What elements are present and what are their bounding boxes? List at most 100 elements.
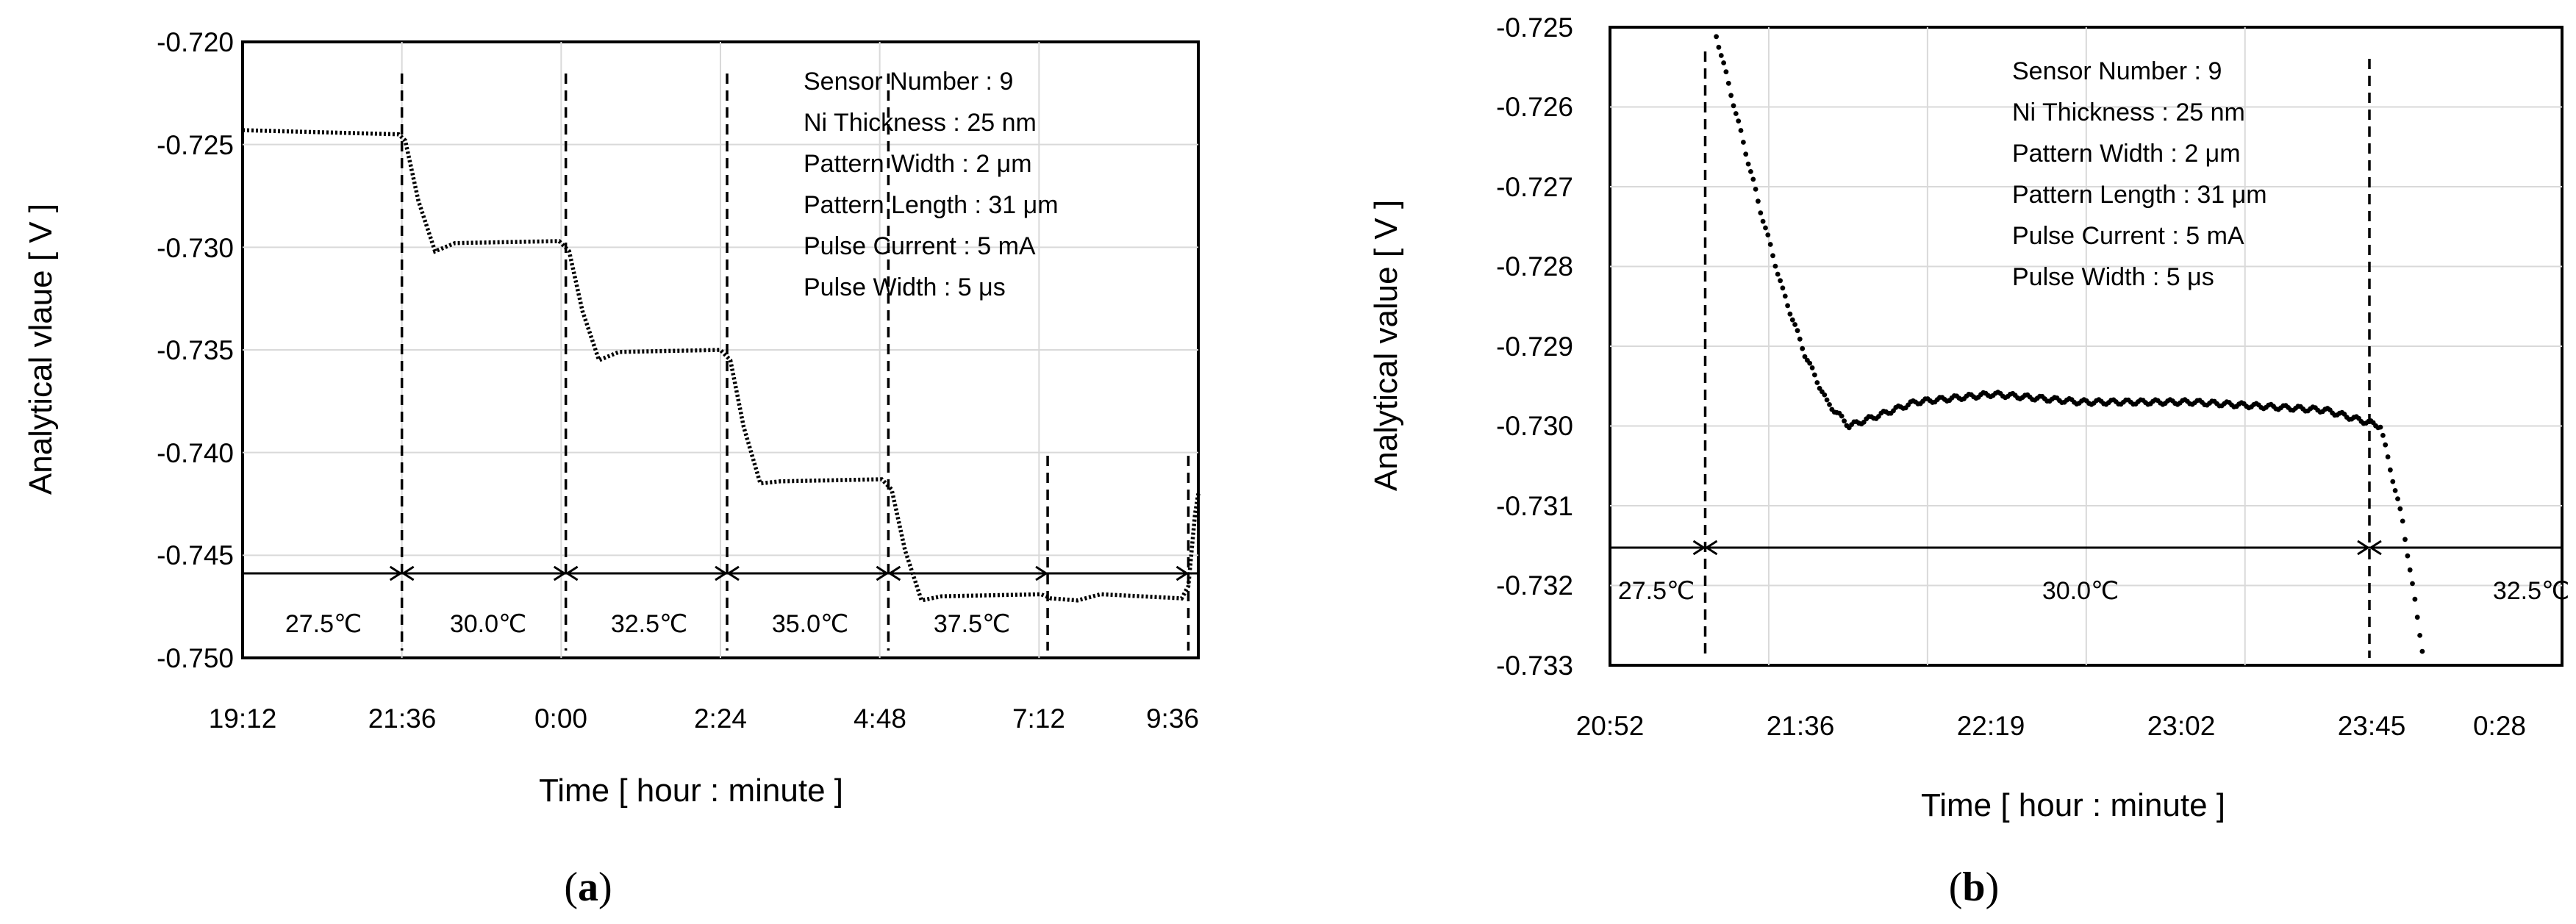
chart-b-data-point [2410, 581, 2415, 587]
chart-b-data-point [1827, 402, 1832, 407]
chart-b-y-tick: -0.731 [1496, 491, 1573, 521]
chart-b-data-point [1792, 322, 1798, 327]
chart-a-segment-label: 35.0℃ [772, 610, 848, 638]
chart-b-data-point [1750, 176, 1756, 182]
chart-b-x-tick: 23:02 [2147, 711, 2216, 741]
chart-b-data-point [1733, 111, 1739, 116]
chart-a-series-trace [242, 128, 1201, 603]
chart-b-data-point [1741, 140, 1746, 145]
chart-b-annotation-line: Pattern Width : 2 μm [2012, 140, 2241, 168]
chart-a-arrowhead [553, 565, 565, 581]
chart-b-arrowhead [2370, 540, 2382, 556]
chart-b-data-point [1753, 187, 1759, 192]
chart-b-data-point [1723, 69, 1729, 75]
chart-b-series-trace [1714, 34, 2425, 654]
chart-b-arrowhead [1706, 540, 1718, 556]
chart-b-data-point [1716, 44, 1722, 50]
chart-a-y-tick: -0.725 [157, 130, 234, 160]
chart-b-data-point [1775, 271, 1781, 277]
chart-b-data-point [1758, 210, 1764, 215]
chart-b-data-point [1770, 253, 1775, 259]
chart-a-x-tick: 21:36 [368, 703, 437, 734]
chart-b-data-point [1802, 354, 1808, 359]
chart-b-data-point [1785, 303, 1791, 309]
chart-a-x-tick: 0:00 [534, 703, 587, 734]
chart-a-gridlines [243, 42, 1198, 658]
chart-b-y-axis-title: Analytical value [ V ] [1368, 200, 1404, 491]
chart-b-data-point [2378, 424, 2383, 430]
chart-b-annotation-line: Sensor Number : 9 [2012, 57, 2222, 85]
chart-b-data-point [1782, 293, 1788, 299]
chart-a-y-tick: -0.745 [157, 540, 234, 570]
chart-b-x-tick: 22:19 [1957, 711, 2025, 741]
chart-b-data-point [1767, 242, 1773, 247]
chart-a-annotation-line: Sensor Number : 9 [804, 68, 1013, 96]
chart-b-data-point [2383, 442, 2389, 448]
chart-b-arrowhead [1692, 540, 1705, 556]
chart-b-y-tick: -0.727 [1496, 172, 1573, 202]
chart-b-data-point [1797, 336, 1803, 342]
chart-b-data-point [1763, 225, 1768, 231]
chart-b-x-tick: 21:36 [1767, 711, 1835, 741]
chart-a-y-tick: -0.750 [157, 643, 234, 673]
chart-a-segment-label: 37.5℃ [934, 610, 1010, 638]
chart-b-y-tick: -0.729 [1496, 332, 1573, 362]
chart-b-data-point [1778, 278, 1783, 284]
chart-a-segment-label: 30.0℃ [450, 610, 526, 638]
chart-a: -0.720 -0.725 -0.730 -0.735 -0.740 -0.74… [23, 27, 1201, 910]
chart-b-panel-label: (b) [1949, 864, 1999, 910]
chart-b-data-point [1807, 360, 1813, 366]
chart-a-segment-label: 27.5℃ [285, 610, 362, 638]
chart-b-x-tick: 0:28 [2473, 711, 2526, 741]
chart-b-data-point [1812, 372, 1817, 378]
chart-b-x-axis-title: Time [ hour : minute ] [1921, 787, 2225, 823]
chart-a-arrowhead [889, 565, 901, 581]
chart-a-segment-label: 32.5℃ [611, 610, 687, 638]
chart-b-data-point [1809, 365, 1815, 370]
chart-b-data-point [1787, 311, 1793, 317]
chart-b-data-point [1728, 93, 1734, 99]
chart-b-annotation-line: Pulse Current : 5 mA [2012, 222, 2244, 250]
chart-b-y-tick: -0.732 [1496, 570, 1573, 601]
chart-a-x-tick: 9:36 [1146, 703, 1199, 734]
chart-a-y-tick: -0.740 [157, 438, 234, 468]
chart-a-panel-label: (a) [564, 864, 612, 910]
chart-b-data-point [1842, 418, 1847, 424]
chart-b-data-point [1721, 60, 1727, 65]
chart-a-arrowhead [876, 565, 888, 581]
chart-b-annotation-line: Pulse Width : 5 μs [2012, 263, 2214, 291]
chart-b-data-point [1736, 118, 1742, 124]
chart-b-gridlines [1610, 27, 2562, 665]
chart-b-data-point [1718, 53, 1724, 58]
chart-b-x-tick: 20:52 [1576, 711, 1645, 741]
chart-b-data-point [1725, 80, 1731, 86]
chart-b-data-point [2395, 496, 2400, 501]
chart-a-y-tick: -0.735 [157, 335, 234, 365]
chart-b-data-point [1731, 103, 1736, 109]
chart-b-segment-arrows [1692, 540, 2382, 556]
chart-a-arrowhead [728, 565, 740, 581]
chart-a-annotation-line: Ni Thickness : 25 nm [804, 109, 1037, 137]
chart-b-data-point [2388, 467, 2393, 473]
chart-b-data-point [2419, 648, 2425, 654]
chart-b-data-point [1839, 413, 1845, 419]
chart-b-data-point [2414, 615, 2420, 620]
chart-b-data-point [2405, 553, 2411, 559]
chart-a-y-axis-title: Analytical vlaue [ V ] [23, 204, 59, 495]
chart-b-segment-label: 30.0℃ [2042, 577, 2119, 605]
chart-b-data-point [1772, 263, 1778, 269]
chart-b-annotation-line: Ni Thickness : 25 nm [2012, 99, 2245, 126]
chart-a-x-axis-title: Time [ hour : minute ] [539, 773, 843, 809]
chart-b-data-point [1800, 345, 1806, 351]
chart-a-x-tick: 19:12 [209, 703, 277, 734]
chart-b-data-point [1814, 380, 1820, 385]
chart-b-y-tick: -0.725 [1496, 12, 1573, 43]
chart-a-arrowhead [402, 565, 415, 581]
chart-b-data-point [1745, 161, 1751, 167]
chart-b-data-point [1738, 128, 1744, 133]
chart-b-x-tick: 23:45 [2338, 711, 2406, 741]
chart-b: -0.725 -0.726 -0.727 -0.728 -0.729 -0.73… [1368, 12, 2569, 910]
chart-b-data-point [2380, 432, 2386, 438]
chart-b-segment-label: 32.5℃ [2493, 577, 2569, 605]
chart-b-data-point [1789, 317, 1795, 323]
